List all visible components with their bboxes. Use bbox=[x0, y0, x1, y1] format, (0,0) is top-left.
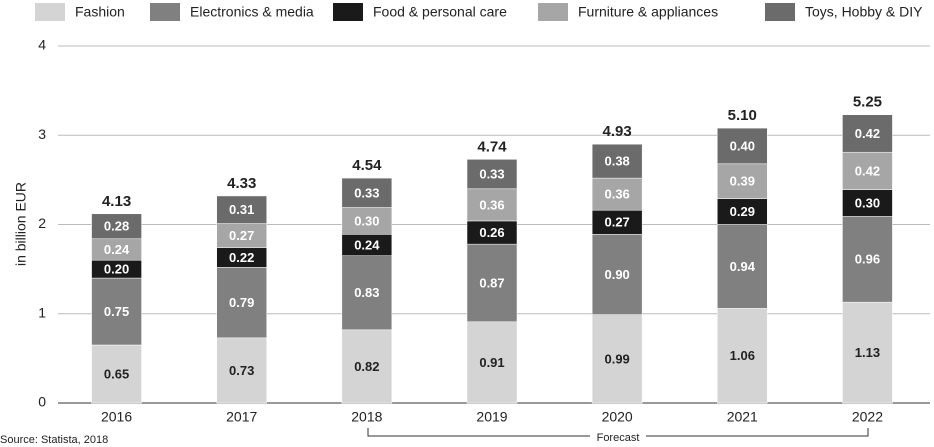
segment-label: 0.90 bbox=[604, 267, 629, 282]
legend-swatch bbox=[765, 3, 795, 21]
bar-segment bbox=[216, 337, 267, 404]
bar-segment bbox=[842, 301, 893, 404]
legend-label: Fashion bbox=[75, 4, 125, 20]
segment-label: 0.42 bbox=[855, 126, 880, 141]
segment-label: 0.20 bbox=[104, 262, 129, 277]
bar-segment bbox=[341, 207, 393, 235]
bar-segment bbox=[216, 223, 267, 248]
segment-label: 1.13 bbox=[855, 345, 880, 360]
forecast-label: Forecast bbox=[597, 432, 640, 444]
bar-segment bbox=[717, 308, 768, 404]
bar-segment bbox=[91, 213, 142, 240]
x-tick-label: 2020 bbox=[602, 409, 633, 425]
segment-label: 0.28 bbox=[104, 219, 129, 234]
segment-label: 0.42 bbox=[855, 163, 880, 178]
bar-segment bbox=[591, 209, 643, 235]
segment-label: 0.29 bbox=[730, 204, 755, 219]
segment-label: 0.26 bbox=[479, 225, 504, 240]
segment-label: 0.36 bbox=[604, 187, 629, 202]
bar-segment bbox=[842, 189, 893, 217]
source: Source: Statista, 2018 bbox=[0, 434, 108, 446]
segment-label: 0.83 bbox=[354, 285, 379, 300]
total-label: 5.10 bbox=[728, 107, 757, 124]
total-label: 5.25 bbox=[853, 94, 882, 111]
total-label: 4.74 bbox=[477, 138, 507, 155]
segment-label: 0.22 bbox=[229, 250, 254, 265]
bar-segment bbox=[466, 243, 518, 323]
segment-label: 0.82 bbox=[354, 359, 379, 374]
bar-segment bbox=[717, 198, 768, 225]
legend-label: Furniture & appliances bbox=[578, 4, 718, 20]
bar-segment bbox=[591, 143, 643, 179]
x-tick-label: 2018 bbox=[351, 409, 382, 425]
segment-label: 0.24 bbox=[354, 237, 380, 252]
y-tick-label: 1 bbox=[38, 304, 46, 320]
bar-segment bbox=[341, 329, 393, 404]
bar-segment bbox=[717, 163, 768, 199]
bar-segment bbox=[341, 177, 393, 208]
segment-label: 0.27 bbox=[229, 228, 254, 243]
y-tick-label: 3 bbox=[38, 126, 46, 142]
x-tick-label: 2022 bbox=[852, 409, 883, 425]
legend-swatch bbox=[538, 3, 568, 21]
segment-label: 0.91 bbox=[479, 355, 504, 370]
segment-label: 0.99 bbox=[604, 351, 629, 366]
forecast-bracket bbox=[367, 428, 869, 437]
y-tick-label: 4 bbox=[38, 37, 46, 53]
segment-label: 0.33 bbox=[354, 185, 379, 200]
total-label: 4.93 bbox=[603, 123, 632, 140]
bar-segment bbox=[216, 195, 267, 224]
bar-segment bbox=[91, 277, 142, 346]
legend-label: Food & personal care bbox=[373, 4, 507, 20]
segment-label: 0.36 bbox=[479, 197, 504, 212]
legend-swatch bbox=[333, 3, 363, 21]
segment-label: 0.75 bbox=[104, 304, 129, 319]
y-tick-label: 2 bbox=[38, 215, 46, 231]
total-label: 4.13 bbox=[102, 193, 131, 210]
segment-label: 0.30 bbox=[354, 213, 379, 228]
segment-label: 1.06 bbox=[730, 348, 755, 363]
bar-segment bbox=[717, 127, 768, 165]
x-tick-label: 2019 bbox=[476, 409, 507, 425]
x-tick-label: 2021 bbox=[727, 409, 758, 425]
bar-segment bbox=[91, 344, 142, 404]
total-label: 4.54 bbox=[352, 157, 382, 174]
segment-label: 0.40 bbox=[730, 138, 755, 153]
segment-label: 0.87 bbox=[479, 275, 504, 290]
x-tick-label: 2016 bbox=[101, 409, 132, 425]
segment-label: 0.30 bbox=[855, 196, 880, 211]
segment-label: 0.24 bbox=[104, 242, 130, 257]
total-label: 4.33 bbox=[227, 175, 256, 192]
bar-segment bbox=[717, 224, 768, 309]
segment-label: 0.38 bbox=[604, 154, 629, 169]
bar-segment bbox=[466, 321, 518, 404]
legend-label: Electronics & media bbox=[190, 4, 314, 20]
y-axis-label: in billion EUR bbox=[13, 182, 29, 266]
legend-swatch bbox=[35, 3, 65, 21]
segment-label: 0.94 bbox=[730, 259, 756, 274]
segment-label: 0.96 bbox=[855, 252, 880, 267]
bar-segment bbox=[466, 188, 518, 222]
bar-segment bbox=[842, 114, 893, 153]
segment-label: 0.79 bbox=[229, 295, 254, 310]
segment-label: 0.73 bbox=[229, 363, 254, 378]
segment-label: 0.39 bbox=[730, 174, 755, 189]
y-tick-label: 0 bbox=[38, 394, 46, 410]
segment-label: 0.31 bbox=[229, 202, 254, 217]
legend-label: Toys, Hobby & DIY bbox=[805, 4, 923, 20]
segment-label: 0.27 bbox=[604, 215, 629, 230]
bar-segment bbox=[591, 177, 643, 211]
x-tick-label: 2017 bbox=[226, 409, 257, 425]
bar-segment bbox=[341, 255, 393, 331]
bar-segment bbox=[591, 234, 643, 315]
bar-segment bbox=[216, 267, 267, 339]
segment-label: 0.65 bbox=[104, 366, 129, 381]
legend-swatch bbox=[150, 3, 180, 21]
bar-segment bbox=[591, 314, 643, 404]
bar-segment bbox=[466, 159, 518, 190]
segment-label: 0.33 bbox=[479, 167, 504, 182]
